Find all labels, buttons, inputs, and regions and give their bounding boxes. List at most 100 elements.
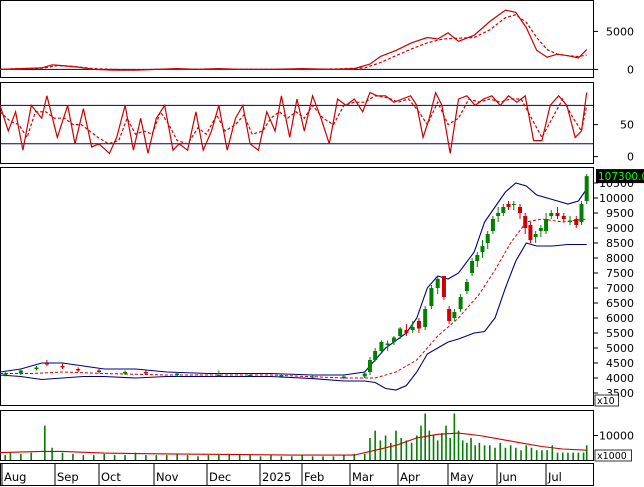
price-tick-label: 5500 (606, 327, 634, 340)
candle-body (373, 351, 378, 360)
price-tick-label: 6000 (606, 312, 634, 325)
price-tick-label: 9000 (606, 222, 634, 235)
volume-bar (556, 452, 559, 460)
volume-bar (176, 453, 178, 460)
volume-bar (228, 453, 231, 460)
volume-bar (343, 455, 345, 460)
candle-body (362, 373, 367, 377)
volume-bar (165, 455, 168, 460)
price-candle (470, 258, 475, 276)
price-candle (362, 372, 367, 378)
price-candle (528, 222, 533, 243)
volume-bar (483, 445, 486, 460)
candle-body (447, 309, 452, 321)
price-candle (435, 276, 440, 294)
candle-body (76, 369, 81, 371)
candle-body (511, 204, 516, 205)
macd-panel-frame (0, 0, 594, 78)
volume-bar (441, 433, 443, 460)
volume-bar (474, 445, 476, 460)
price-candle (568, 216, 573, 225)
price-candle (404, 324, 409, 336)
volume-bar (322, 456, 324, 460)
candle-body (485, 234, 490, 243)
volume-bar (400, 437, 403, 460)
volume-bar (82, 455, 85, 460)
price-candle (549, 210, 554, 219)
price-candle (175, 372, 180, 377)
volume-bar (113, 455, 116, 460)
volume-bar (92, 455, 95, 460)
candle-body (175, 373, 180, 375)
volume-bar (4, 455, 7, 460)
volume-bar (420, 425, 422, 460)
last-price-tag (596, 169, 644, 184)
volume-bar (207, 455, 210, 460)
volume-bar (218, 455, 220, 460)
volume-bar (311, 456, 314, 460)
price-tick-label: 4500 (606, 357, 634, 370)
candle-body (496, 213, 501, 216)
price-candle (279, 373, 284, 378)
stochastic-panel: 0 50 (0, 82, 634, 164)
candle-body (3, 373, 8, 375)
candle-body (538, 228, 543, 231)
price-candle (367, 357, 372, 375)
candle-body (385, 343, 390, 345)
price-candle (555, 207, 560, 219)
bollinger-lower-band (0, 242, 587, 391)
volume-bar (504, 447, 507, 460)
candle-body (143, 372, 148, 374)
price-tick-label: 8500 (606, 237, 634, 250)
candle-body (423, 309, 428, 327)
price-tick-label: 6500 (606, 297, 634, 310)
price-candle (385, 340, 390, 351)
volume-bar (379, 440, 382, 460)
last-price-label: 107300.0 (598, 171, 644, 183)
x-axis-label: Mar (352, 470, 374, 484)
volume-moving-average (0, 432, 587, 456)
candle-body (464, 282, 469, 291)
price-candle (123, 370, 128, 375)
price-tick-label: 5000 (606, 342, 634, 355)
price-candle (518, 204, 523, 219)
volume-bar (509, 445, 512, 460)
volume-bar (44, 425, 46, 460)
price-candle (561, 213, 566, 222)
x-axis-frame (0, 463, 594, 486)
volume-bar (249, 455, 251, 460)
candle-body (518, 207, 523, 213)
price-panel-frame (0, 167, 594, 406)
price-tick-label: 10000 (599, 192, 634, 205)
volume-bar (494, 447, 496, 460)
volume-bar (445, 425, 447, 460)
x-axis-label: Nov (156, 470, 179, 484)
candle-body (475, 255, 480, 261)
price-candle (3, 372, 8, 377)
x-axis: Aug Sep Oct Nov Dec 2025 Feb Mar Apr May Jun Jul (0, 463, 594, 486)
candle-body (533, 234, 538, 237)
x-axis-label: Sep (57, 470, 79, 484)
candle-body (435, 279, 440, 288)
candle-body (34, 367, 39, 369)
bollinger-middle-band (0, 218, 587, 379)
candle-body (123, 372, 128, 374)
volume-bar (488, 445, 491, 460)
volume-bar (238, 455, 241, 460)
price-tick-label: 4000 (606, 372, 634, 385)
macd-series-line-1 (0, 9, 588, 71)
price-candle (544, 213, 549, 234)
volume-bar (259, 456, 262, 460)
volume-bar (145, 455, 147, 460)
candle-body (391, 337, 396, 342)
volume-unit-box (594, 449, 632, 462)
candle-body (44, 363, 49, 365)
volume-unit-label: x1000 (597, 451, 627, 462)
volume-bar (389, 442, 392, 460)
volume-bar (30, 452, 33, 460)
volume-bar (577, 452, 580, 460)
x-axis-label: 2025 (262, 470, 291, 484)
volume-bar (525, 445, 528, 460)
volume-bar (436, 440, 439, 460)
